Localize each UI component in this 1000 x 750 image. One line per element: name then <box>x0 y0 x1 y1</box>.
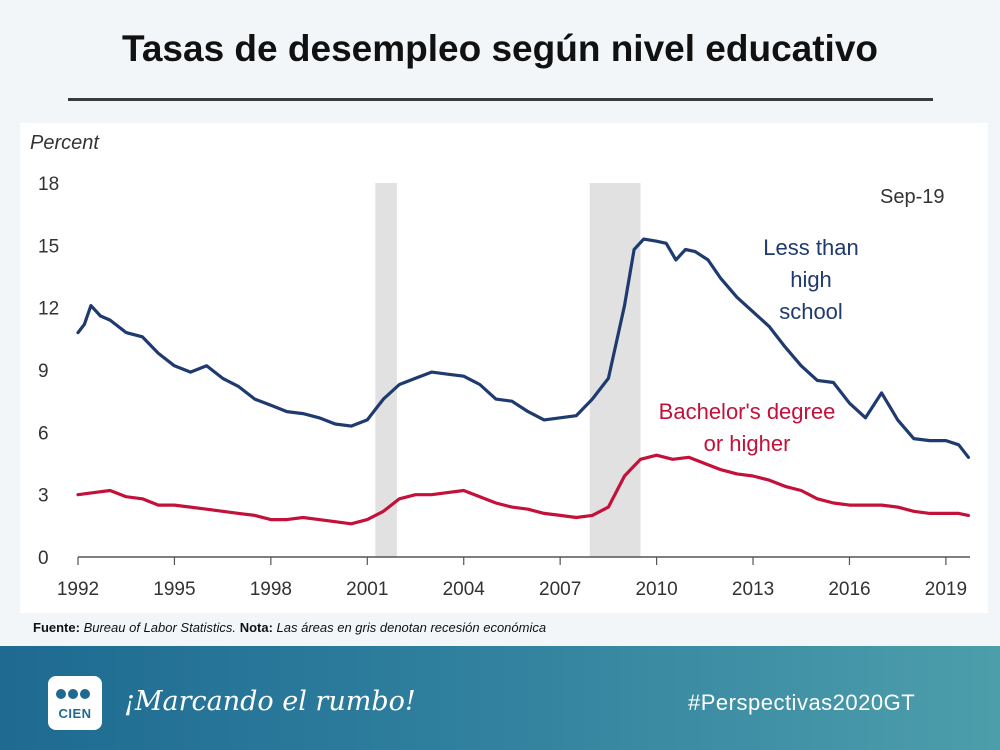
x-tick-label: 2001 <box>346 579 388 600</box>
cien-logo: CIEN <box>48 676 102 730</box>
y-tick-label: 9 <box>38 361 49 382</box>
note-text: Las áreas en gris denotan recesión econó… <box>276 620 547 635</box>
x-tick-label: 1995 <box>153 579 195 600</box>
y-tick-label: 3 <box>38 486 49 507</box>
series-label-line: or higher <box>703 431 791 456</box>
slogan: ¡Marcando el rumbo! <box>124 686 416 717</box>
logo-dots-icon <box>56 686 92 704</box>
y-tick-label: 18 <box>38 174 59 195</box>
source-label: Fuente: <box>33 620 80 635</box>
x-tick-label: 2016 <box>828 579 870 600</box>
series-line-bachelors <box>76 453 971 526</box>
recession-band <box>589 183 641 557</box>
slide-title: Tasas de desempleo según nivel educativo <box>121 28 879 69</box>
title-divider <box>68 98 933 101</box>
series-label-line: Less than high <box>763 235 859 292</box>
x-tick-label: 2007 <box>539 579 581 600</box>
x-tick-label: 2019 <box>925 579 967 600</box>
chart-panel: 0 3 6 9 12 15 18 1992 1995 1998 2001 2004 2007 2010 20… <box>20 123 988 613</box>
recession-band <box>375 183 397 557</box>
y-tick-label: 12 <box>38 299 59 320</box>
unemployment-chart: 0 3 6 9 12 15 18 1992 1995 1998 2001 2004 2007 2010 20… <box>38 174 971 600</box>
series-label-line: Bachelor's degree <box>658 399 836 424</box>
y-tick-label: 15 <box>38 236 59 257</box>
x-tick-label: 2010 <box>635 579 677 600</box>
y-tick-label: 6 <box>38 423 49 444</box>
y-tick-label: 0 <box>38 548 49 569</box>
series-line-less-than-high-school <box>76 237 971 459</box>
x-tick-label: 1992 <box>57 579 99 600</box>
x-tick-label: 2013 <box>732 579 774 600</box>
logo-text: CIEN <box>58 706 92 721</box>
footer-banner: CIEN ¡Marcando el rumbo! #Perspectivas20… <box>0 646 1000 750</box>
x-tick-label: 2004 <box>443 579 486 600</box>
series-label-line: school <box>779 299 843 324</box>
source-text: Bureau of Labor Statistics. <box>83 620 237 635</box>
x-tick-label: 1998 <box>250 579 292 600</box>
hashtag: #Perspectivas2020GT <box>688 690 916 715</box>
note-label: Nota: <box>239 620 273 635</box>
source-note: Fuente: Bureau of Labor Statistics. Nota… <box>33 620 546 635</box>
date-annotation: Sep-19 <box>880 186 945 208</box>
series-label-less-than-high-school: Less than high school <box>740 232 882 328</box>
y-axis-label: Percent <box>30 132 99 154</box>
series-label-bachelors: Bachelor's degree or higher <box>652 396 842 460</box>
